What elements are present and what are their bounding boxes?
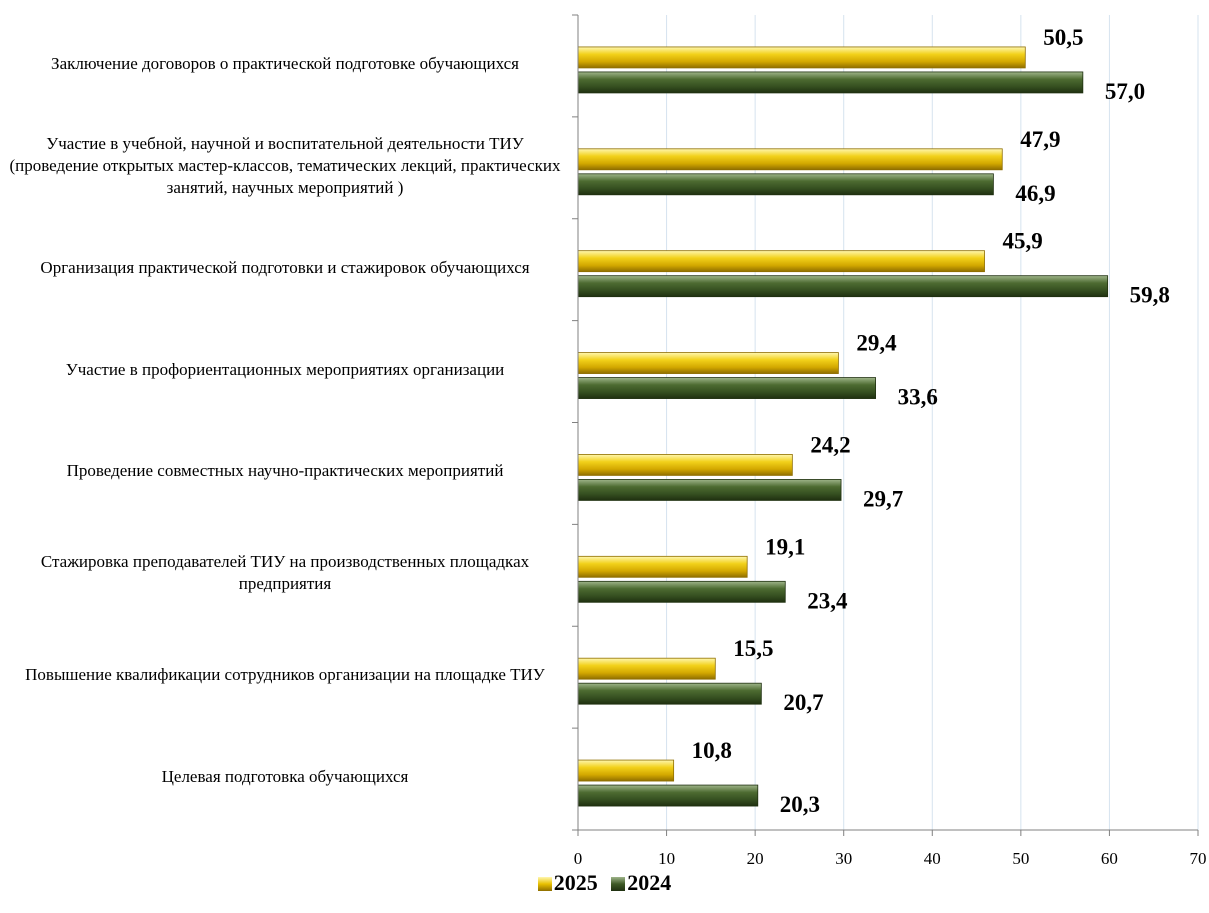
x-tick-label: 40 — [924, 849, 941, 868]
data-label-2024: 46,9 — [1015, 181, 1055, 206]
category-label: Организация практической подготовки и ст… — [40, 257, 530, 277]
category-label: Целевая подготовка обучающихся — [161, 767, 409, 787]
category-label: Участие в профориентационных мероприятия… — [65, 359, 505, 379]
bar-2024 — [577, 479, 842, 501]
category-label: Заключение договоров о практической подг… — [51, 53, 519, 73]
data-label-2025: 45,9 — [1003, 229, 1043, 254]
bar-2024 — [577, 784, 759, 807]
bar-2024 — [577, 377, 876, 399]
data-label-2024: 59,8 — [1130, 283, 1170, 308]
bar-2024 — [577, 71, 1084, 94]
legend-label-2024: 2024 — [627, 870, 672, 895]
data-label-2024: 20,7 — [783, 690, 823, 715]
data-label-2025: 19,1 — [765, 534, 805, 559]
x-tick-label: 0 — [574, 849, 583, 868]
legend-swatch-2025 — [537, 877, 552, 891]
category-label: Повышение квалификации сотрудников орган… — [25, 665, 545, 685]
bar-2025 — [577, 352, 839, 374]
bar-2025 — [577, 148, 1003, 171]
data-label-2025: 10,8 — [692, 738, 732, 763]
data-label-2025: 24,2 — [810, 432, 850, 457]
x-tick-label: 10 — [658, 849, 675, 868]
bar-2025 — [577, 250, 985, 273]
bar-2024 — [577, 275, 1109, 298]
data-label-2024: 33,6 — [898, 385, 938, 410]
data-labels: 50,5 57,0 47,9 46,9 45,9 59,8 29,4 33,6 24,2 29,7… — [692, 25, 1170, 817]
data-label-2024: 57,0 — [1105, 79, 1145, 104]
gridlines — [666, 15, 1199, 830]
bar-2025 — [577, 657, 716, 680]
x-tick-label: 20 — [747, 849, 764, 868]
legend-swatch-2024 — [611, 877, 626, 891]
legend-item-2024: 2024 — [611, 870, 671, 896]
bar-2024 — [577, 173, 994, 196]
category-label: Проведение совместных научно-практически… — [66, 461, 504, 481]
bar-2024 — [577, 580, 786, 603]
category-label: Участие в учебной, научной и воспитатель… — [9, 133, 561, 197]
category-label: Стажировка преподавателей ТИУ на произво… — [40, 552, 530, 594]
bars — [577, 46, 1109, 807]
data-label-2025: 47,9 — [1020, 127, 1060, 152]
data-label-2024: 20,3 — [780, 792, 820, 817]
data-label-2024: 29,7 — [863, 486, 903, 511]
x-tick-label: 60 — [1101, 849, 1118, 868]
legend-label-2025: 2025 — [553, 870, 598, 895]
bar-2025 — [577, 46, 1026, 69]
x-tick-label: 70 — [1189, 849, 1206, 868]
bar-2024 — [577, 682, 762, 705]
axes: 0 10 20 30 40 50 60 70 — [572, 14, 1206, 868]
x-tick-label: 50 — [1012, 849, 1029, 868]
data-label-2025: 29,4 — [856, 331, 897, 356]
legend-item-2025: 2025 — [537, 870, 598, 896]
bar-2025 — [577, 759, 675, 782]
x-tick-label: 30 — [835, 849, 852, 868]
data-label-2024: 23,4 — [807, 588, 848, 613]
bar-2025 — [577, 454, 793, 476]
legend: 2025 2024 — [0, 870, 1209, 896]
data-label-2025: 15,5 — [733, 636, 773, 661]
data-label-2025: 50,5 — [1043, 25, 1083, 50]
bar-2025 — [577, 555, 748, 578]
